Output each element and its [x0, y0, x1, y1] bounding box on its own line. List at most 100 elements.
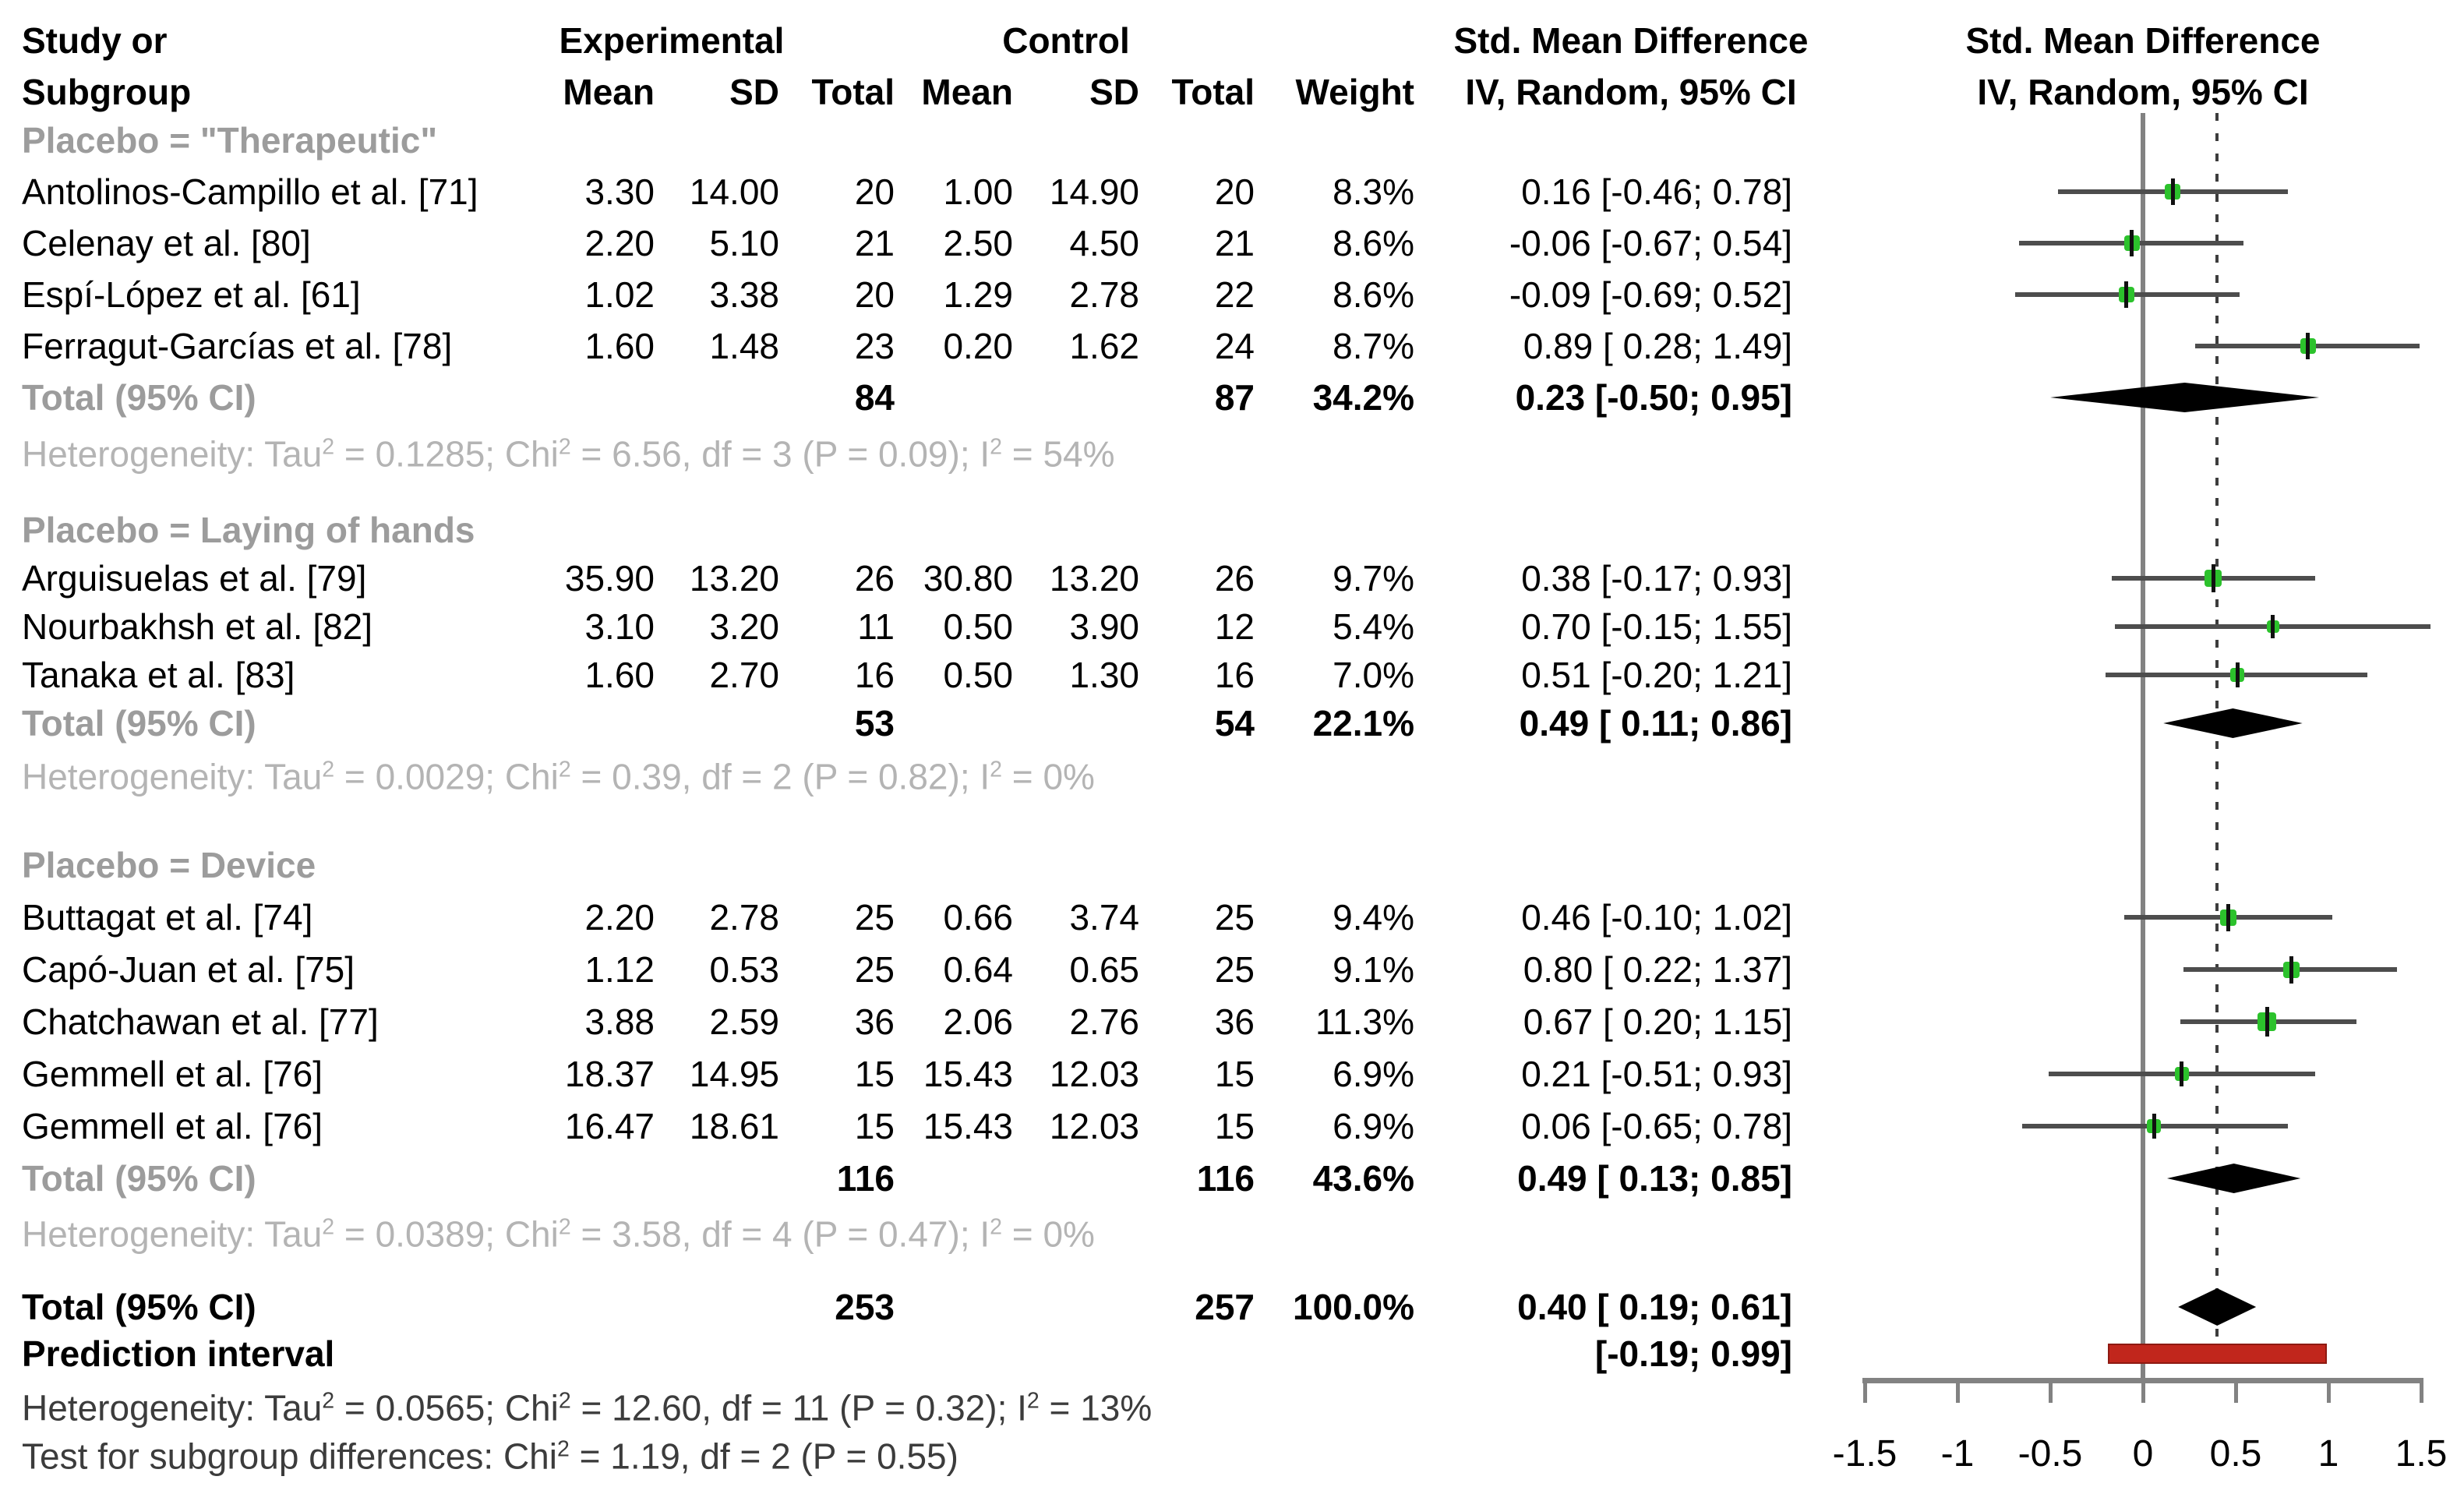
exp-mean: 3.30 — [584, 171, 655, 212]
ctrl-sd: 1.30 — [1069, 655, 1139, 695]
smd-ci-text: 0.67 [ 0.20; 1.15] — [1523, 1001, 1792, 1042]
axis-tick — [2141, 1378, 2145, 1403]
exp-total: 26 — [854, 558, 895, 599]
study-name: Chatchawan et al. [77] — [22, 1001, 379, 1042]
exp-total: 84 — [854, 377, 895, 418]
ctrl-total: 257 — [1195, 1287, 1255, 1327]
effect-marker-center-tick — [2289, 955, 2293, 984]
subgroup-total-label: Total (95% CI) — [22, 1158, 256, 1199]
exp-total: 11 — [857, 606, 895, 647]
exp-total: 15 — [854, 1106, 895, 1146]
exp-sd: 14.00 — [689, 171, 779, 212]
study-name: Buttagat et al. [74] — [22, 897, 313, 938]
subtotal-diamond — [2050, 383, 2320, 412]
ctrl-total: 116 — [1196, 1158, 1255, 1199]
plot-header-smd-line1: Std. Mean Difference — [1965, 20, 2321, 61]
exp-mean: 1.60 — [584, 655, 655, 695]
heterogeneity-text: Heterogeneity: Tau2 = 0.1285; Chi2 = 6.5… — [22, 433, 1115, 475]
effect-marker-center-tick — [2130, 230, 2134, 256]
effect-marker — [2174, 1061, 2189, 1086]
weight: 8.3% — [1333, 171, 1414, 212]
ctrl-mean: 15.43 — [923, 1054, 1013, 1094]
ctrl-sd: 3.74 — [1069, 897, 1139, 938]
exp-sd: 13.20 — [689, 558, 779, 599]
study-name: Arguisuelas et al. [79] — [22, 558, 367, 599]
exp-mean: 3.88 — [584, 1001, 655, 1042]
weight: 6.9% — [1333, 1054, 1414, 1094]
axis-tick — [1955, 1378, 1960, 1403]
ctrl-total: 24 — [1214, 326, 1255, 366]
weight: 8.6% — [1333, 223, 1414, 263]
smd-ci-text: 0.70 [-0.15; 1.55] — [1521, 606, 1792, 647]
exp-mean: 3.10 — [584, 606, 655, 647]
ctrl-sd: 2.78 — [1069, 274, 1139, 315]
axis-tick — [2419, 1378, 2423, 1403]
axis-tick — [2233, 1378, 2238, 1403]
smd-ci-text: 0.16 [-0.46; 0.78] — [1521, 171, 1792, 212]
subgroup-label: Placebo = Device — [22, 845, 316, 885]
ctrl-sd: 12.03 — [1049, 1054, 1139, 1094]
exp-mean: 2.20 — [584, 897, 655, 938]
subtotal-diamond — [2163, 708, 2303, 738]
effect-marker — [2257, 1007, 2277, 1037]
ctrl-mean: 2.50 — [943, 223, 1013, 263]
ctrl-mean: 0.50 — [943, 606, 1013, 647]
effect-marker-center-tick — [2124, 281, 2129, 308]
ctrl-mean: 0.50 — [943, 655, 1013, 695]
effect-marker-center-tick — [2180, 1061, 2184, 1086]
axis-tick-label: 1 — [2318, 1433, 2339, 1475]
weight: 6.9% — [1333, 1106, 1414, 1146]
smd-ci-text: 0.23 [-0.50; 0.95] — [1515, 377, 1792, 418]
effect-marker — [2300, 333, 2316, 359]
col-header-ctrl-sd: SD — [1089, 72, 1139, 112]
axis-tick-label: 0 — [2132, 1433, 2154, 1475]
prediction-interval-bar — [2107, 1344, 2327, 1364]
exp-total: 23 — [854, 326, 895, 366]
ctrl-mean: 2.06 — [943, 1001, 1013, 1042]
exp-mean: 2.20 — [584, 223, 655, 263]
exp-total: 20 — [854, 274, 895, 315]
effect-marker — [2147, 1114, 2162, 1139]
weight: 34.2% — [1312, 377, 1414, 418]
axis-tick-label: -1 — [1940, 1433, 1975, 1475]
effect-marker-center-tick — [2226, 903, 2230, 931]
weight: 9.7% — [1333, 558, 1414, 599]
subgroup-label: Placebo = "Therapeutic" — [22, 120, 438, 161]
col-header-weight: Weight — [1295, 72, 1414, 112]
effect-marker — [2219, 903, 2236, 931]
ctrl-total: 20 — [1214, 171, 1255, 212]
ctrl-total: 22 — [1214, 274, 1255, 315]
effect-marker-center-tick — [2152, 1114, 2156, 1139]
ctrl-mean: 30.80 — [923, 558, 1013, 599]
smd-ci-text: -0.09 [-0.69; 0.52] — [1509, 274, 1792, 315]
exp-sd: 3.38 — [709, 274, 779, 315]
ctrl-total: 21 — [1214, 223, 1255, 263]
heterogeneity-text: Heterogeneity: Tau2 = 0.0389; Chi2 = 3.5… — [22, 1213, 1095, 1255]
col-header-ctrl-mean: Mean — [921, 72, 1013, 112]
smd-ci-text: -0.06 [-0.67; 0.54] — [1509, 223, 1792, 263]
weight: 43.6% — [1312, 1158, 1414, 1199]
subgroup-total-label: Total (95% CI) — [22, 703, 256, 743]
study-name: Gemmell et al. [76] — [22, 1106, 323, 1146]
ctrl-total: 87 — [1214, 377, 1255, 418]
ctrl-mean: 0.66 — [943, 897, 1013, 938]
study-name: Capó-Juan et al. [75] — [22, 949, 355, 990]
study-name: Ferragut-Garcías et al. [78] — [22, 326, 453, 366]
axis-tick — [2326, 1378, 2331, 1403]
exp-total: 116 — [836, 1158, 895, 1199]
study-name: Gemmell et al. [76] — [22, 1054, 323, 1094]
weight: 7.0% — [1333, 655, 1414, 695]
exp-total: 21 — [854, 223, 895, 263]
weight: 9.4% — [1333, 897, 1414, 938]
col-header-study-line2: Subgroup — [22, 72, 192, 112]
exp-sd: 5.10 — [709, 223, 779, 263]
effect-marker-center-tick — [2271, 615, 2275, 638]
overall-total-label: Total (95% CI) — [22, 1287, 256, 1327]
weight: 8.6% — [1333, 274, 1414, 315]
ctrl-total: 26 — [1214, 558, 1255, 599]
study-name: Antolinos-Campillo et al. [71] — [22, 171, 478, 212]
smd-ci-text: 0.06 [-0.65; 0.78] — [1521, 1106, 1792, 1146]
heterogeneity-text: Heterogeneity: Tau2 = 0.0029; Chi2 = 0.3… — [22, 756, 1095, 797]
ctrl-sd: 13.20 — [1049, 558, 1139, 599]
